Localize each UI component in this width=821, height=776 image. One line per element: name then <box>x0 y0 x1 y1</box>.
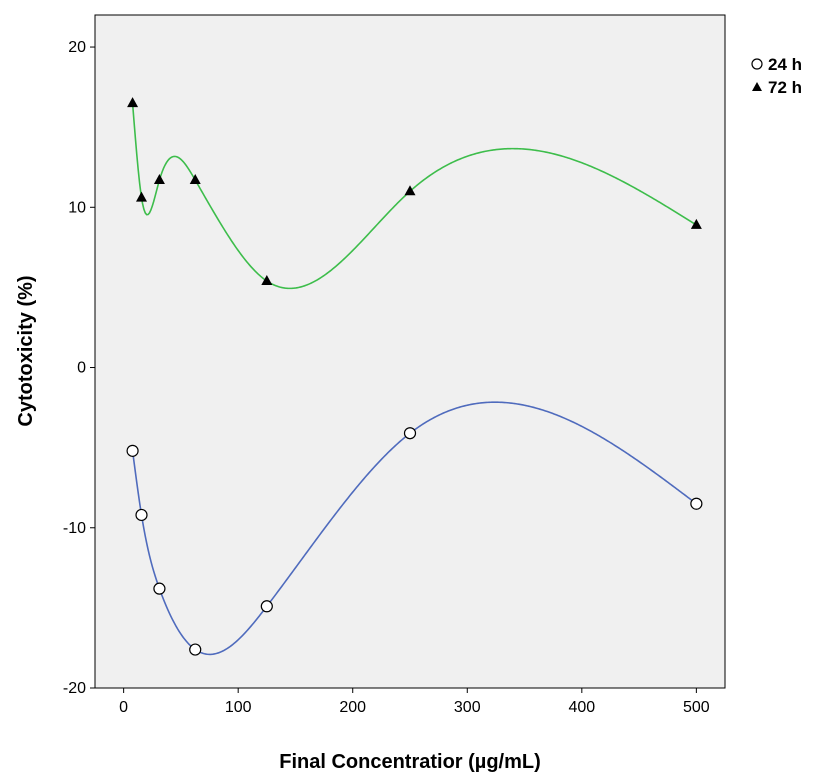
legend-label-72h: 72 h <box>768 78 802 97</box>
y-axis-ticks: -20 -10 0 10 20 <box>63 39 95 697</box>
point-72h <box>261 274 273 285</box>
point-72h <box>127 97 139 108</box>
x-tick-label: 300 <box>454 699 481 716</box>
point-72h <box>189 174 201 185</box>
x-tick-label: 200 <box>339 699 366 716</box>
legend-marker-24h <box>751 58 763 70</box>
x-axis-title: Final Concentratior (µg/mL) <box>279 751 541 773</box>
y-tick-label: 10 <box>68 199 86 216</box>
point-24h <box>153 582 166 595</box>
point-24h <box>690 497 703 510</box>
point-72h <box>153 174 165 185</box>
y-tick-label: 0 <box>77 360 86 377</box>
point-72h <box>404 185 416 196</box>
point-72h <box>690 218 702 229</box>
point-24h <box>189 643 202 656</box>
curve-72h <box>131 103 697 290</box>
x-axis-ticks: 0 100 200 300 400 500 <box>119 688 710 716</box>
x-tick-label: 500 <box>683 699 710 716</box>
y-tick-label: -10 <box>63 520 86 537</box>
point-72h <box>136 191 148 202</box>
point-24h <box>403 427 417 440</box>
y-tick-label: -20 <box>63 680 86 697</box>
point-24h <box>135 508 148 522</box>
legend: 24 h 72 h <box>751 55 802 97</box>
point-24h <box>260 600 273 613</box>
plot-area <box>94 14 726 689</box>
y-tick-label: 20 <box>68 39 86 56</box>
legend-marker-72h <box>752 82 762 91</box>
legend-label-24h: 24 h <box>768 55 802 74</box>
x-tick-label: 400 <box>568 699 595 716</box>
x-tick-label: 0 <box>119 699 128 716</box>
legend-item-24h: 24 h <box>751 55 802 74</box>
y-axis-title: Cytotoxicity (%) <box>15 275 37 426</box>
x-tick-label: 100 <box>225 699 252 716</box>
legend-item-72h: 72 h <box>752 78 802 97</box>
point-24h <box>126 444 139 457</box>
data-markers <box>126 97 703 656</box>
